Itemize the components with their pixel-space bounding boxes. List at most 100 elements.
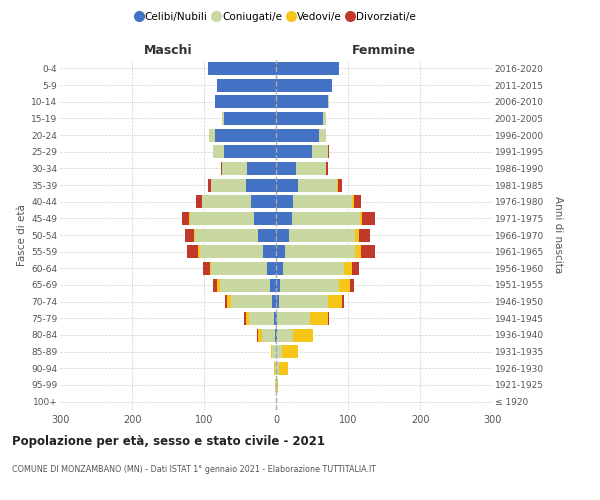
Bar <box>276 78 332 92</box>
Bar <box>276 262 283 275</box>
Bar <box>355 228 359 241</box>
Bar <box>293 328 313 342</box>
Bar <box>196 195 202 208</box>
Bar <box>210 262 211 275</box>
Bar <box>262 328 275 342</box>
Bar <box>328 295 342 308</box>
Bar <box>268 262 276 275</box>
Bar <box>258 228 276 241</box>
Bar <box>283 262 344 275</box>
Bar <box>185 228 194 241</box>
Bar <box>272 295 276 308</box>
Bar <box>276 145 312 158</box>
Bar <box>352 262 359 275</box>
Bar <box>189 212 190 225</box>
Bar <box>276 212 292 225</box>
Bar <box>328 95 329 108</box>
Bar <box>292 212 360 225</box>
Bar <box>355 245 361 258</box>
Bar <box>211 178 246 192</box>
Bar <box>312 145 328 158</box>
Bar <box>279 295 328 308</box>
Bar <box>209 128 215 141</box>
Bar <box>276 228 289 241</box>
Bar <box>217 278 220 291</box>
Bar <box>354 195 361 208</box>
Bar <box>360 212 362 225</box>
Bar <box>200 245 263 258</box>
Bar <box>222 162 247 175</box>
Bar <box>359 228 370 241</box>
Legend: Celibi/Nubili, Coniugati/e, Vedovi/e, Divorziati/e: Celibi/Nubili, Coniugati/e, Vedovi/e, Di… <box>132 8 420 26</box>
Bar <box>275 362 276 375</box>
Bar <box>279 362 287 375</box>
Bar <box>214 145 224 158</box>
Bar <box>190 212 254 225</box>
Bar <box>182 212 189 225</box>
Bar <box>217 78 276 92</box>
Y-axis label: Fasce di età: Fasce di età <box>17 204 27 266</box>
Bar <box>276 128 319 141</box>
Bar <box>246 178 276 192</box>
Bar <box>282 345 298 358</box>
Bar <box>276 195 293 208</box>
Bar <box>350 278 354 291</box>
Bar <box>276 162 296 175</box>
Bar <box>276 312 277 325</box>
Bar <box>224 145 276 158</box>
Bar <box>310 312 328 325</box>
Bar <box>194 228 258 241</box>
Bar <box>275 378 276 392</box>
Bar <box>344 262 352 275</box>
Bar <box>289 228 355 241</box>
Bar <box>277 328 293 342</box>
Bar <box>277 312 310 325</box>
Bar <box>276 62 340 75</box>
Bar <box>328 312 329 325</box>
Text: Femmine: Femmine <box>352 44 416 57</box>
Bar <box>212 145 214 158</box>
Bar <box>277 378 278 392</box>
Bar <box>276 95 328 108</box>
Bar <box>221 162 222 175</box>
Bar <box>274 362 275 375</box>
Bar <box>198 245 200 258</box>
Bar <box>276 345 282 358</box>
Bar <box>328 145 329 158</box>
Bar <box>227 295 230 308</box>
Bar <box>271 345 272 358</box>
Bar <box>342 295 344 308</box>
Bar <box>319 128 326 141</box>
Bar <box>276 378 277 392</box>
Bar <box>276 362 279 375</box>
Bar <box>361 245 376 258</box>
Bar <box>276 178 298 192</box>
Bar <box>258 328 262 342</box>
Bar <box>272 345 276 358</box>
Bar <box>276 245 284 258</box>
Text: Maschi: Maschi <box>143 44 193 57</box>
Bar <box>247 162 276 175</box>
Bar <box>323 112 326 125</box>
Bar <box>215 128 276 141</box>
Bar <box>203 262 210 275</box>
Y-axis label: Anni di nascita: Anni di nascita <box>553 196 563 274</box>
Bar <box>276 295 279 308</box>
Bar <box>248 312 274 325</box>
Bar <box>211 262 268 275</box>
Bar <box>326 162 328 175</box>
Bar <box>246 312 248 325</box>
Bar <box>293 195 352 208</box>
Bar <box>352 195 354 208</box>
Bar <box>270 278 276 291</box>
Text: COMUNE DI MONZAMBANO (MN) - Dati ISTAT 1° gennaio 2021 - Elaborazione TUTTITALIA: COMUNE DI MONZAMBANO (MN) - Dati ISTAT 1… <box>12 465 376 474</box>
Bar <box>276 328 277 342</box>
Bar <box>257 328 258 342</box>
Bar <box>340 278 350 291</box>
Bar <box>280 278 340 291</box>
Bar <box>338 178 341 192</box>
Bar <box>222 112 224 125</box>
Bar <box>298 178 337 192</box>
Bar <box>215 95 276 108</box>
Bar <box>251 195 276 208</box>
